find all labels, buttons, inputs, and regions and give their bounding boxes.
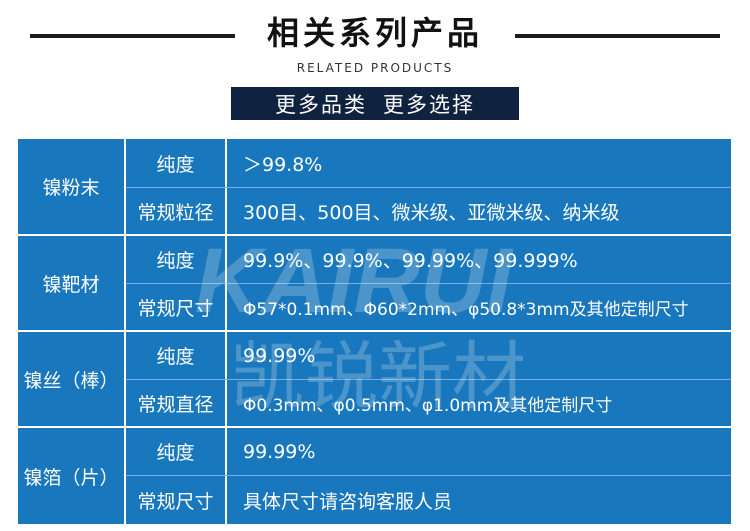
category-cell: 镍靶材	[42, 273, 100, 296]
spec-label-cell: 常规尺寸	[137, 297, 214, 320]
spec-value-cell: Φ57*0.1mm、Φ60*2mm、φ50.8*3mm及其他定制尺寸	[243, 299, 689, 320]
spec-label-cell: 常规直径	[137, 393, 214, 416]
spec-label-cell: 纯度	[156, 250, 195, 272]
product-spec-table: 镍粉末 纯度 ＞99.8% 常规粒径 300目、500目、微米级、亚微米级、纳米…	[18, 139, 731, 524]
sub-row-divider	[126, 475, 731, 476]
spec-label-cell: 纯度	[156, 153, 195, 176]
spec-label-cell: 纯度	[156, 442, 195, 464]
sub-row-divider	[126, 379, 731, 380]
spec-value-cell: 99.99%	[243, 344, 316, 367]
category-cell: 镍箔（片）	[23, 466, 119, 489]
spec-value-cell: 99.99%	[243, 440, 316, 463]
section-title: 相关系列产品	[266, 14, 483, 52]
spec-label-cell: 常规尺寸	[137, 490, 214, 513]
spec-value-cell: 300目、500目、微米级、亚微米级、纳米级	[243, 201, 620, 224]
category-cell: 镍粉末	[42, 177, 100, 199]
more-categories-label: 更多品类	[275, 92, 367, 117]
spec-value-cell: ＞99.8%	[243, 153, 323, 176]
row-divider	[18, 426, 731, 428]
spec-label-cell: 常规粒径	[137, 201, 214, 224]
sub-row-divider	[126, 283, 731, 284]
more-choices-label: 更多选择	[383, 92, 475, 117]
row-divider	[18, 234, 731, 236]
section-subtitle: RELATED PRODUCTS	[296, 61, 454, 75]
more-categories-button[interactable]: 更多品类 更多选择	[231, 87, 519, 120]
spec-label-cell: 纯度	[156, 346, 195, 368]
category-cell: 镍丝（棒）	[23, 369, 119, 392]
sub-row-divider	[126, 187, 731, 188]
spec-value-cell: 具体尺寸请咨询客服人员	[243, 490, 453, 513]
section-header: 相关系列产品 RELATED PRODUCTS	[0, 0, 750, 80]
spec-value-cell: 99.9%、99.9%、99.99%、99.999%	[243, 250, 578, 272]
row-divider	[18, 330, 731, 332]
title-divider-left	[30, 34, 235, 38]
spec-value-cell: Φ0.3mm、φ0.5mm、φ1.0mm及其他定制尺寸	[243, 395, 613, 416]
title-divider-right	[515, 34, 720, 38]
